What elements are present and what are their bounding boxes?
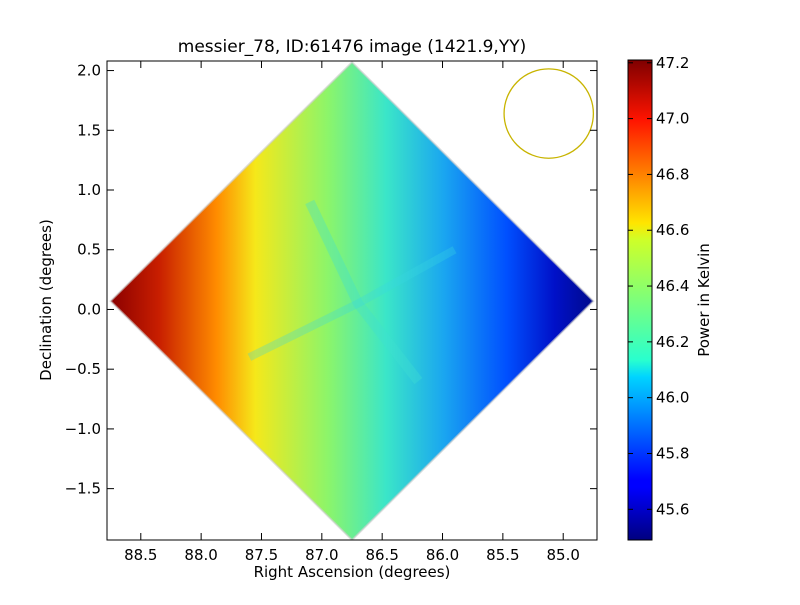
colorbar-tick-label: 45.6 — [656, 500, 689, 518]
colorbar-label: Power in Kelvin — [695, 243, 713, 357]
y-tick-label: −1.0 — [65, 420, 101, 438]
y-axis-label: Declination (degrees) — [37, 219, 55, 381]
y-tick-label: 0.5 — [77, 241, 101, 259]
x-tick-label: 86.5 — [365, 546, 398, 564]
field-texture — [247, 199, 457, 385]
x-tick-label: 85.5 — [486, 546, 519, 564]
y-tick-label: −0.5 — [65, 360, 101, 378]
colorbar-ticks: 47.2 47.0 46.8 46.6 46.4 46.2 46.0 45.8 45.6 — [628, 54, 689, 518]
field-structure — [247, 246, 457, 361]
colorbar-tick-label: 45.8 — [656, 444, 689, 462]
y-axis-ticks: 2.0 1.5 1.0 0.5 0.0 −0.5 −1.0 −1.5 — [65, 62, 597, 498]
x-axis-ticks: 88.5 88.0 87.5 87.0 86.5 86.0 85.5 85.0 — [124, 61, 580, 564]
plot-frame — [106, 60, 598, 541]
x-tick-label: 88.0 — [184, 546, 217, 564]
colorbar-tick-label: 47.0 — [656, 110, 689, 128]
beam-circle — [503, 68, 595, 159]
colorbar-tick-label: 46.8 — [656, 165, 689, 183]
y-tick-label: 1.5 — [77, 121, 101, 139]
y-tick-label: −1.5 — [65, 480, 101, 498]
colorbar-tick-label: 46.2 — [656, 333, 689, 351]
x-tick-label: 87.0 — [305, 546, 338, 564]
y-tick-label: 2.0 — [77, 62, 101, 80]
colorbar-tick-label: 46.0 — [656, 389, 689, 407]
x-tick-label: 86.0 — [426, 546, 459, 564]
y-tick-label: 0.0 — [77, 300, 101, 318]
y-tick-label: 1.0 — [77, 181, 101, 199]
x-tick-label: 88.5 — [124, 546, 157, 564]
x-tick-label: 85.0 — [547, 546, 580, 564]
image-field — [109, 61, 595, 540]
x-tick-label: 87.5 — [245, 546, 278, 564]
field-structure — [305, 199, 423, 385]
colorbar — [627, 59, 653, 541]
colorbar-tick-label: 47.2 — [656, 54, 689, 72]
x-axis-label: Right Ascension (degrees) — [254, 563, 451, 581]
colorbar-tick-label: 46.4 — [656, 277, 689, 295]
colorbar-tick-label: 46.6 — [656, 221, 689, 239]
chart-title: messier_78, ID:61476 image (1421.9,YY) — [178, 37, 526, 57]
